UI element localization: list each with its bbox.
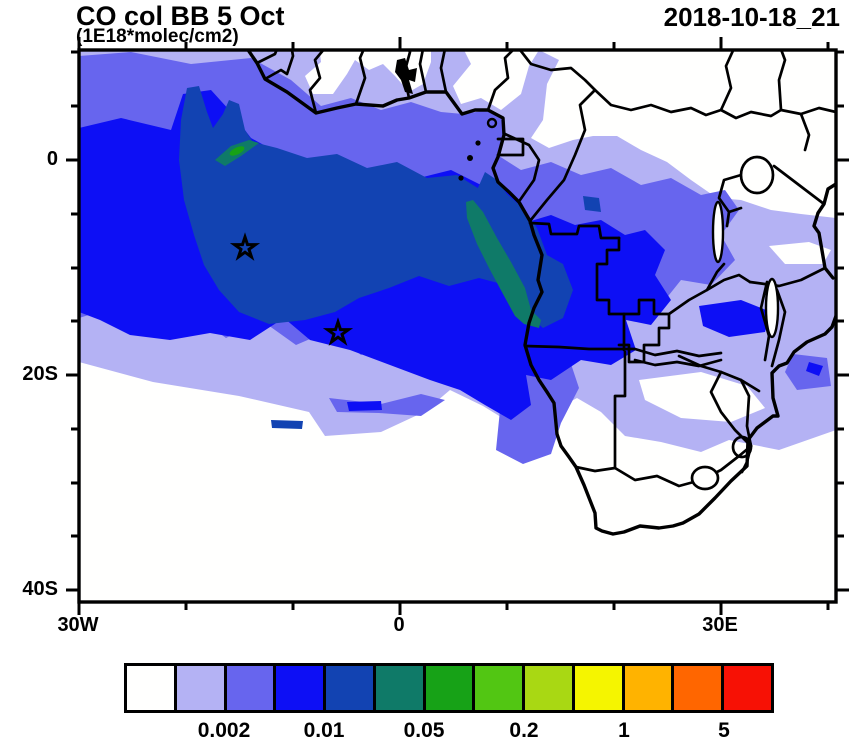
- contour-fill-periwinkle-se: [785, 354, 831, 390]
- co-contour-map: [66, 37, 849, 615]
- colorbar-cell: [571, 666, 622, 710]
- colorbar-cell: [372, 666, 423, 710]
- lake-volta: [395, 58, 417, 94]
- timestamp-label: 2018-10-18_21: [663, 2, 840, 32]
- contour-fill-navy-dash: [271, 420, 303, 429]
- contour-fill-blue-zambia: [699, 300, 771, 337]
- x-tick-label: 30W: [57, 614, 99, 636]
- map-panel: [66, 37, 849, 615]
- colorbar-cell: [323, 666, 373, 710]
- contour-fill-navy-coast: [477, 172, 573, 328]
- colorbar-tick-label: 5: [718, 719, 730, 742]
- colorbar-cell: [721, 666, 771, 710]
- star-marker-1: [229, 232, 261, 261]
- island-annobon: [458, 175, 464, 181]
- island-sao-tome: [467, 155, 473, 161]
- colorbar-cell: [223, 666, 274, 710]
- contour-hole-white-4: [769, 242, 831, 264]
- map-frame: [77, 48, 838, 604]
- colorbar-cell: [127, 666, 174, 710]
- swaziland-border: [731, 435, 753, 459]
- y-tick-label: 40S: [22, 578, 58, 600]
- y-tick-label: 20S: [22, 363, 58, 385]
- star-marker-2: [322, 317, 354, 346]
- colorbar-cell: [273, 666, 324, 710]
- colorbar-tick-label: 1: [618, 719, 630, 742]
- contour-fill-teal-coast: [466, 200, 541, 328]
- axis-ticks: [66, 37, 849, 615]
- island-principe: [475, 140, 481, 146]
- colorbar-cell: [522, 666, 572, 710]
- lake-malawi: [764, 277, 780, 339]
- lake-tanganyika: [711, 200, 725, 264]
- colorbar-tick-label: 0.2: [509, 719, 539, 742]
- contour-fill-navy-plume: [179, 86, 551, 324]
- coastline: [246, 50, 836, 536]
- colorbar-cell: [422, 666, 473, 710]
- colorbar-tick-label: 0.002: [197, 719, 251, 742]
- lake-victoria: [739, 155, 775, 195]
- page-title: CO col BB 5 Oct: [76, 1, 285, 31]
- y-tick-label: 0: [46, 148, 58, 170]
- x-tick-label: 30E: [702, 614, 738, 636]
- country-borders: [255, 50, 836, 488]
- island-bioko: [486, 117, 498, 129]
- colorbar: [124, 663, 774, 713]
- colorbar-cell: [621, 666, 672, 710]
- contour-fill-green-speck: [229, 146, 245, 156]
- lesotho-border: [690, 465, 720, 491]
- contour-fill-navy-small: [583, 196, 601, 212]
- contour-fill-blue-se-dash: [806, 362, 823, 376]
- colorbar-cell: [173, 666, 224, 710]
- contour-fill-blue-dash: [347, 401, 382, 411]
- units-label: (1E18*molec/cm2): [76, 26, 239, 47]
- colorbar-cell: [472, 666, 523, 710]
- contour-hole-white-1: [639, 372, 765, 422]
- colorbar-tick-label: 0.05: [403, 719, 445, 742]
- colorbar-cell: [671, 666, 722, 710]
- colorbar-tick-label: 0.01: [303, 719, 345, 742]
- x-tick-label: 0: [393, 614, 405, 636]
